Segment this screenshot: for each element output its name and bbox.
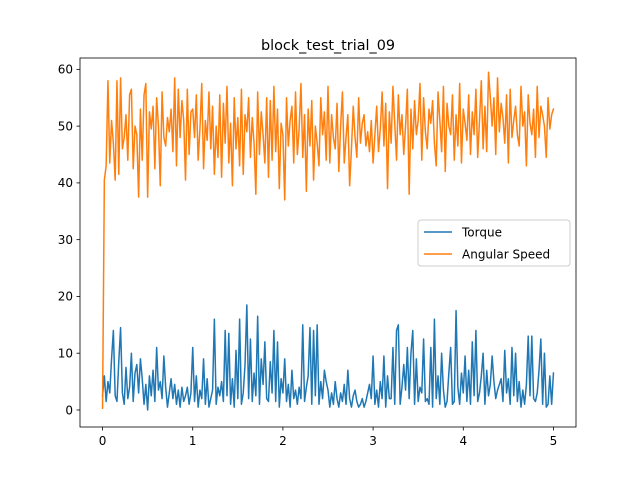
series-line-torque <box>101 304 555 411</box>
chart-title: block_test_trial_09 <box>261 38 395 54</box>
plot-lines <box>101 71 555 411</box>
x-tick-label: 3 <box>369 434 377 448</box>
legend-label: Torque <box>461 225 502 239</box>
x-tick-label: 0 <box>99 434 107 448</box>
legend: Torque Angular Speed <box>417 219 571 267</box>
y-tick-label: 0 <box>65 403 73 417</box>
series-line-angular-speed <box>101 71 555 410</box>
x-tick-label: 1 <box>189 434 197 448</box>
x-tick-label: 5 <box>550 434 558 448</box>
y-tick-label: 40 <box>58 176 73 190</box>
y-tick-label: 50 <box>58 119 73 133</box>
legend-box <box>417 219 571 267</box>
y-tick-label: 30 <box>58 233 73 247</box>
x-tick-label: 4 <box>459 434 467 448</box>
y-tick-label: 10 <box>58 347 73 361</box>
legend-label: Angular Speed <box>462 247 550 261</box>
plot-frame <box>79 57 577 428</box>
y-tick-label: 60 <box>58 63 73 77</box>
x-tick-label: 2 <box>279 434 287 448</box>
y-tick-label: 20 <box>58 290 73 304</box>
